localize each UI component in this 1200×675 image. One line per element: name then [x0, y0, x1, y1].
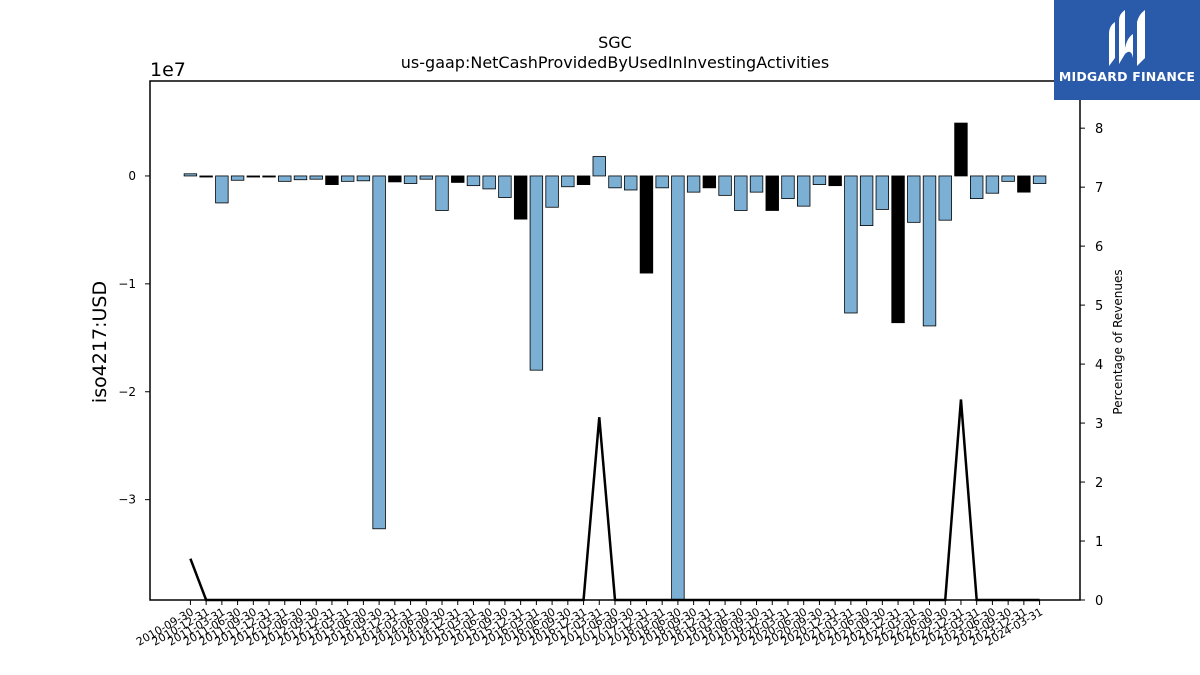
bar-2017-06-30 [608, 175, 622, 189]
y2-axis-label: Percentage of Revenues [1111, 269, 1125, 414]
bar-2019-09-30 [749, 175, 764, 193]
midgard-finance-logo: MIDGARD FINANCE [1054, 0, 1200, 100]
bar-2016-09-30 [561, 175, 575, 188]
bar-2021-06-30 [859, 175, 874, 226]
chart-title: SGC [598, 33, 632, 52]
bar-2012-06-30 [293, 175, 308, 181]
bar-2022-12-31 [954, 122, 968, 177]
y-tick-label: −1 [118, 277, 136, 291]
bar-2021-12-31 [891, 175, 905, 324]
bar-2013-09-30 [372, 175, 386, 530]
bar-2023-03-31 [969, 175, 984, 200]
bar-2019-03-31 [718, 175, 732, 196]
bar-2011-03-31 [215, 175, 229, 204]
bar-2014-06-30 [419, 175, 433, 180]
bar-2016-06-30 [545, 175, 559, 208]
bar-2018-06-30 [671, 175, 685, 601]
bar-2017-09-30 [624, 175, 638, 191]
bar-2017-03-31 [592, 156, 606, 177]
bar-2023-09-30 [1001, 175, 1015, 182]
bar-2015-12-31 [513, 175, 528, 220]
bar-2015-09-30 [498, 175, 512, 198]
y-axis-label: iso4217:USD [89, 281, 111, 403]
bar-2016-12-31 [576, 175, 591, 185]
bar-2013-12-31 [388, 175, 402, 183]
y-tick-label: −3 [118, 493, 136, 507]
bar-2012-12-31 [325, 175, 339, 185]
bar-2012-03-31 [278, 175, 292, 182]
bar-2010-12-31 [199, 175, 213, 178]
bar-2020-06-30 [797, 175, 811, 207]
y2-tick-label: 0 [1095, 594, 1103, 609]
bar-2015-06-30 [482, 175, 496, 190]
bar-2011-06-30 [230, 175, 245, 181]
y2-tick-label: 3 [1095, 417, 1103, 432]
y-tick-label: −2 [118, 385, 136, 399]
bars-layer [183, 122, 1047, 601]
bar-2019-06-30 [734, 175, 748, 211]
bar-2020-03-31 [781, 175, 795, 200]
y2-tick-label: 1 [1095, 535, 1103, 550]
revenue-percentage-line-layer [189, 399, 1040, 602]
bar-2012-09-30 [309, 175, 323, 180]
y-tick-label: 0 [128, 169, 136, 183]
y2-tick-label: 4 [1095, 358, 1103, 373]
bar-2018-09-30 [686, 175, 701, 193]
y2-tick-label: 5 [1095, 299, 1103, 314]
bar-2010-09-30 [183, 173, 198, 177]
midgard-logo-icon [1109, 10, 1145, 66]
revenue-percentage-line [189, 399, 1040, 602]
bar-2011-09-30 [246, 175, 261, 178]
y2-tick-label: 6 [1095, 240, 1103, 255]
bar-2014-12-31 [451, 175, 465, 183]
bar-2016-03-31 [529, 175, 544, 371]
right-y-ticks: 0 1 2 3 4 5 6 7 8 [1080, 122, 1103, 609]
y2-tick-label: 8 [1095, 122, 1103, 137]
bar-2014-09-30 [435, 175, 449, 211]
bar-2022-03-31 [907, 175, 921, 223]
y-scale-label: 1e7 [150, 59, 186, 81]
bar-2018-12-31 [702, 175, 717, 189]
bar-2011-12-31 [262, 175, 276, 178]
bar-2019-12-31 [765, 175, 779, 211]
bar-2015-03-31 [466, 175, 481, 187]
bar-2020-09-30 [812, 175, 827, 185]
bar-2023-06-30 [985, 175, 1000, 194]
bar-2020-12-31 [828, 175, 842, 187]
chart-subtitle: us-gaap:NetCashProvidedByUsedInInvesting… [401, 53, 829, 72]
bar-2023-12-31 [1017, 175, 1031, 193]
x-ticks: 2010-09-302010-12-312011-03-312011-06-30… [134, 600, 1045, 649]
bar-2014-03-31 [403, 175, 418, 184]
left-y-ticks: 0 −1 −2 −3 [118, 169, 150, 507]
logo-text: MIDGARD FINANCE [1058, 69, 1196, 84]
bar-2022-06-30 [922, 175, 937, 327]
bar-2013-06-30 [356, 175, 371, 182]
bar-2024-03-31 [1032, 175, 1047, 184]
y2-tick-label: 2 [1095, 476, 1103, 491]
y2-tick-label: 7 [1095, 181, 1103, 196]
bar-2018-03-31 [655, 175, 669, 189]
bar-2013-03-31 [340, 175, 355, 182]
bar-2022-09-30 [938, 175, 952, 221]
bar-2021-03-31 [844, 175, 858, 314]
bar-2017-12-31 [639, 175, 654, 274]
plot-frame [149, 80, 1081, 601]
bar-2021-09-30 [875, 175, 890, 210]
